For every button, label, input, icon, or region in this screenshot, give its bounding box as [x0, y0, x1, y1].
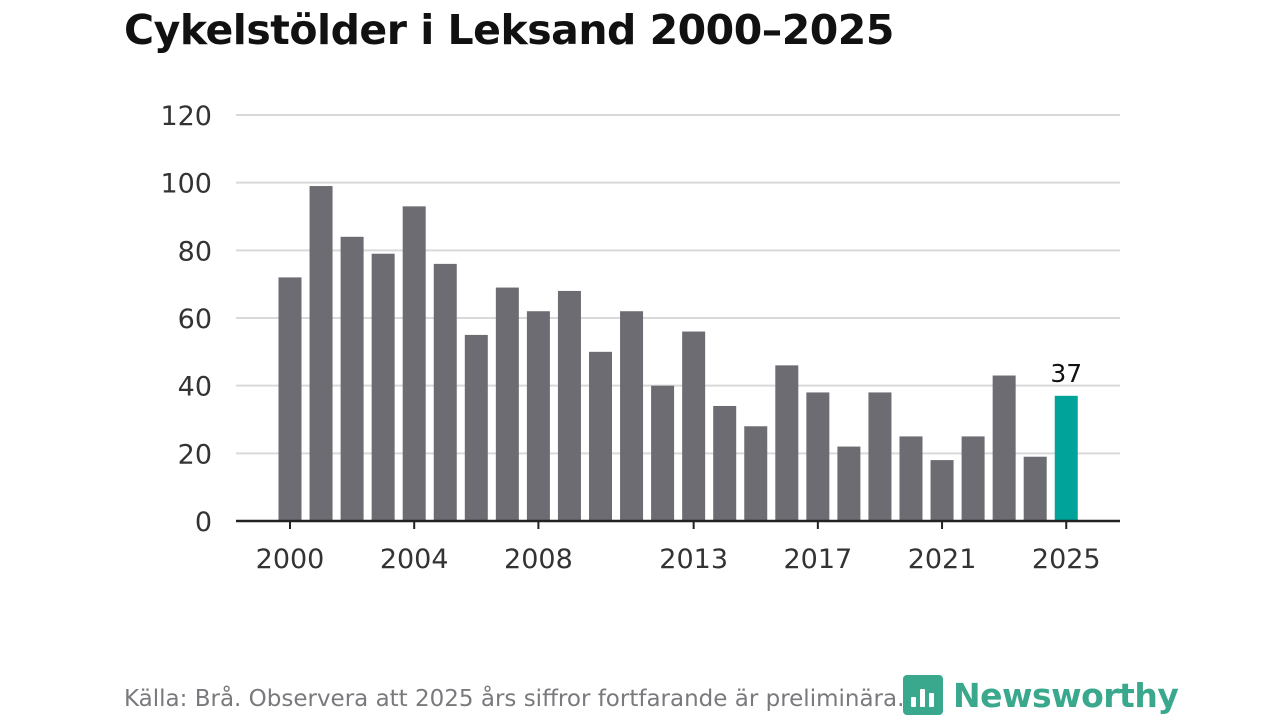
bar — [1023, 456, 1047, 521]
bar — [744, 426, 768, 521]
chart-title: Cykelstölder i Leksand 2000–2025 — [124, 6, 894, 54]
bar — [309, 186, 333, 522]
bar — [899, 436, 923, 521]
newsworthy-logo[interactable]: Newsworthy — [903, 672, 1179, 718]
bar — [837, 446, 861, 521]
bar — [589, 351, 612, 521]
bar — [620, 311, 644, 521]
bar — [992, 375, 1016, 521]
y-tick-label: 40 — [178, 372, 212, 403]
brand-name: Newsworthy — [953, 675, 1179, 715]
x-tick-label: 2000 — [256, 544, 325, 575]
bar — [806, 392, 830, 521]
bar — [713, 405, 737, 521]
y-tick-label: 0 — [195, 507, 212, 538]
x-tick-label: 2013 — [659, 544, 728, 575]
x-tick-label: 2008 — [504, 544, 573, 575]
bar — [961, 436, 985, 521]
bar — [651, 385, 675, 521]
bar — [464, 334, 488, 521]
bar — [495, 287, 519, 521]
bar-highlight — [1054, 395, 1078, 521]
bar — [557, 290, 581, 521]
source-note: Källa: Brå. Observera att 2025 års siffr… — [124, 686, 905, 712]
bar — [526, 311, 550, 521]
y-tick-label: 100 — [160, 169, 212, 200]
bar — [930, 460, 954, 521]
y-tick-label: 120 — [160, 101, 212, 132]
x-tick-label: 2025 — [1032, 544, 1101, 575]
y-tick-label: 60 — [178, 304, 212, 335]
bar — [340, 236, 364, 522]
y-tick-label: 80 — [178, 236, 212, 267]
bar — [402, 206, 426, 521]
x-tick-label: 2004 — [380, 544, 449, 575]
data-label: 37 — [1050, 359, 1082, 388]
y-tick-label: 20 — [178, 439, 212, 470]
bar — [868, 392, 892, 521]
x-tick-label: 2021 — [908, 544, 977, 575]
bar-chart-pin-icon — [903, 675, 943, 715]
bar — [682, 331, 706, 521]
bar — [371, 253, 395, 521]
bar — [278, 277, 302, 521]
x-tick-label: 2017 — [783, 544, 852, 575]
bar-chart: 0 20 40 60 80 100 120 2000 2004 2008 2013 2017 2021 2… — [160, 101, 1120, 575]
bar — [775, 365, 799, 521]
bar — [433, 263, 457, 521]
